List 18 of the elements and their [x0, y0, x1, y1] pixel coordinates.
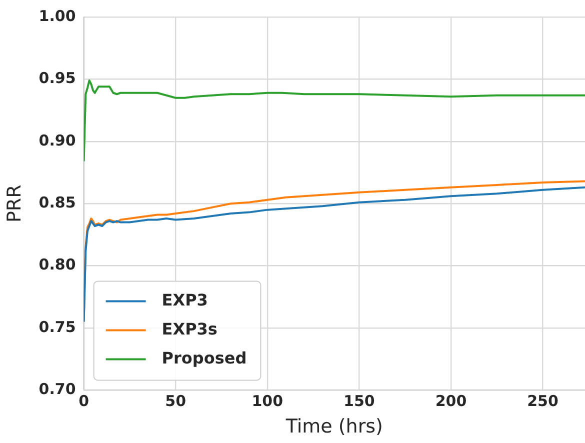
y-tick-label: 0.75: [38, 318, 76, 336]
x-tick-label: 250: [527, 392, 558, 410]
y-tick-label: 0.95: [38, 69, 76, 88]
x-tick-label: 150: [344, 392, 375, 410]
x-tick-label: 0: [78, 392, 90, 410]
y-tick-label: 0.80: [38, 256, 76, 274]
y-tick-label: 0.70: [38, 380, 76, 398]
legend-label: EXP3s: [162, 319, 218, 338]
x-tick-label: 200: [435, 392, 467, 410]
x-tick-label: 100: [252, 392, 284, 410]
y-axis-title: PRR: [3, 184, 26, 223]
legend-label: EXP3: [162, 290, 208, 310]
y-tick-label: 0.90: [38, 131, 76, 150]
x-axis-title: Time (hrs): [284, 416, 383, 438]
y-tick-label: 0.85: [38, 193, 76, 212]
legend-label: Proposed: [162, 348, 247, 368]
x-tick-label: 50: [165, 392, 186, 410]
y-tick-label: 1.00: [38, 6, 76, 25]
